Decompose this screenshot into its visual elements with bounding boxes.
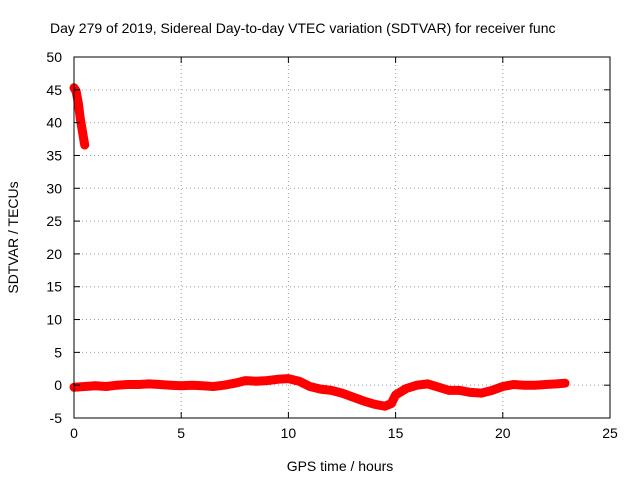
data-point (75, 99, 82, 106)
series-layer (69, 83, 570, 411)
y-tick-label: 40 (46, 115, 62, 131)
y-tick-label: 25 (46, 213, 62, 229)
data-point (103, 383, 110, 390)
data-point (521, 382, 528, 389)
series-line (69, 83, 90, 150)
data-point (124, 381, 131, 388)
x-tick-label: 20 (495, 425, 511, 441)
data-point (542, 381, 549, 388)
x-tick-label: 15 (388, 425, 404, 441)
data-point (231, 380, 238, 387)
y-tick-label: -5 (50, 410, 63, 426)
data-point (510, 381, 517, 388)
y-tick-label: 0 (54, 377, 62, 393)
plot-frame (73, 56, 611, 419)
data-point (360, 397, 367, 404)
data-point (146, 380, 152, 387)
data-point (489, 387, 496, 394)
data-point (178, 382, 185, 389)
data-point (135, 381, 142, 388)
data-point (371, 401, 378, 408)
data-point (296, 378, 303, 385)
data-point (392, 392, 399, 398)
data-point (435, 384, 442, 391)
data-point (210, 383, 217, 390)
data-point (349, 394, 356, 400)
data-point (478, 390, 485, 397)
data-point (156, 381, 163, 388)
data-point (188, 382, 195, 389)
data-point (446, 387, 453, 394)
x-tick-label: 10 (281, 425, 297, 441)
y-axis-label: SDTVAR / TECUs (5, 181, 21, 293)
data-point (285, 375, 292, 382)
y-tick-label: 45 (46, 82, 62, 98)
data-point (424, 380, 431, 387)
data-point (253, 378, 260, 385)
data-point (388, 400, 395, 407)
y-tick-label: 50 (46, 49, 62, 65)
data-point (242, 377, 249, 384)
x-tick-label: 5 (177, 425, 185, 441)
chart-title: Day 279 of 2019, Sidereal Day-to-day VTE… (50, 20, 556, 36)
data-point (317, 386, 324, 393)
data-point (92, 382, 99, 389)
data-point (199, 382, 206, 389)
data-point (306, 383, 313, 390)
ticks: 0 5 10 15 20 25 -5 0 5 10 15 20 25 30 35 40 45 50 (46, 49, 618, 441)
x-axis-label: GPS time / hours (287, 458, 394, 474)
data-point (562, 380, 568, 387)
y-tick-label: 35 (46, 147, 62, 163)
data-point (339, 390, 345, 397)
y-tick-label: 15 (46, 279, 62, 295)
y-tick-label: 10 (46, 312, 62, 328)
data-point (467, 389, 474, 396)
x-tick-label: 0 (70, 425, 78, 441)
data-point (414, 382, 420, 389)
data-point (81, 142, 88, 148)
data-point (381, 403, 388, 410)
grid (73, 56, 611, 419)
series-main-segment (69, 374, 570, 411)
data-point (499, 383, 506, 390)
data-point (456, 387, 463, 394)
data-point (81, 383, 88, 390)
data-point (274, 376, 281, 383)
data-point (264, 377, 270, 384)
data-point (221, 382, 228, 389)
data-point (77, 116, 84, 123)
data-point (167, 382, 174, 389)
data-point (553, 380, 560, 387)
data-point (328, 387, 335, 394)
y-tick-label: 5 (54, 344, 62, 360)
data-point (532, 382, 538, 389)
data-point (113, 382, 120, 389)
y-tick-label: 20 (46, 246, 62, 262)
data-point (403, 385, 410, 392)
x-tick-label: 25 (602, 425, 618, 441)
data-point (79, 129, 86, 136)
y-tick-label: 30 (46, 180, 62, 196)
